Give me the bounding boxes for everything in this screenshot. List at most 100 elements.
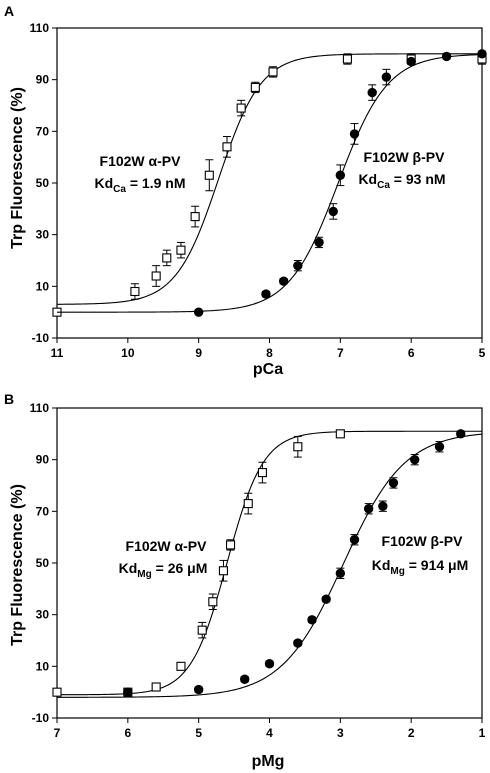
data-point-circle	[193, 684, 204, 695]
data-point-circle	[406, 56, 416, 67]
data-point-circle	[349, 129, 360, 139]
data-point-square	[335, 429, 345, 439]
annotation-alpha-name: F102W α-PV	[100, 153, 182, 169]
y-tick-label: 90	[36, 73, 50, 87]
panel-a-plot: -10 10 30 50 70 90 110 11 10 9 8 7 6 5	[30, 21, 487, 360]
data-point-circle	[434, 442, 445, 452]
data-point-circle	[367, 87, 377, 98]
x-tick-label: 9	[195, 346, 202, 360]
x-tick-label: 5	[479, 346, 486, 360]
data-point-square	[176, 245, 186, 255]
data-point-circle	[293, 638, 303, 648]
y-tick-label: 70	[36, 504, 50, 518]
panel-b-annotation-alpha: F102W α-PV KdMg = 26 μM	[119, 538, 208, 580]
panel-b-label: B	[4, 391, 14, 407]
data-point-circle	[335, 170, 346, 180]
x-tick-label: 10	[121, 346, 135, 360]
data-point-circle	[388, 478, 399, 488]
y-tick-label: 110	[30, 21, 50, 35]
panel-b-ylabel: Trp Fluorescence (%)	[9, 484, 26, 646]
annotation-alpha-kd: KdCa = 1.9 nM	[95, 175, 186, 195]
data-point-circle	[456, 429, 466, 439]
x-tick-label: 7	[337, 346, 344, 360]
data-point-circle	[328, 206, 338, 217]
y-tick-label: -10	[32, 711, 50, 725]
annotation-beta-kd: KdMg = 914 μM	[372, 557, 469, 577]
annotation-alpha-kd: KdMg = 26 μM	[119, 560, 208, 580]
y-tick-label: 50	[36, 556, 50, 570]
data-point-square	[52, 687, 62, 697]
data-point-square	[151, 682, 161, 692]
data-point-circle	[314, 237, 324, 248]
data-point-square	[208, 597, 218, 607]
data-point-square	[218, 566, 229, 576]
x-tick-label: 3	[337, 726, 344, 740]
x-tick-label: 6	[408, 346, 415, 360]
data-point-circle	[321, 594, 331, 604]
data-point-square	[236, 103, 246, 113]
data-point-square	[243, 499, 253, 509]
y-tick-label: 10	[36, 279, 50, 293]
data-point-square	[222, 142, 232, 152]
annotation-beta-name: F102W β-PV	[382, 533, 464, 549]
y-tick-label: 70	[36, 124, 50, 138]
panel-b-annotation-beta: F102W β-PV KdMg = 914 μM	[372, 533, 469, 577]
data-point-circle	[363, 504, 374, 514]
y-tick-label: 30	[36, 608, 50, 622]
data-point-square	[190, 212, 200, 222]
data-point-square	[342, 54, 352, 64]
x-tick-label: 7	[54, 726, 61, 740]
panel-a-annotation-alpha: F102W α-PV KdCa = 1.9 nM	[95, 153, 186, 195]
panel-a: A Trp Fluorescence (%) pCa -10 10 30 50 70 90…	[4, 3, 487, 378]
panel-a-label: A	[4, 3, 14, 19]
y-tick-label: -10	[32, 331, 50, 345]
data-point-circle	[441, 51, 452, 62]
x-tick-label: 6	[124, 726, 131, 740]
data-point-circle	[477, 49, 487, 59]
data-point-circle	[378, 501, 388, 511]
data-point-circle	[261, 289, 271, 299]
data-point-square	[225, 540, 236, 550]
x-tick-label: 8	[266, 346, 273, 360]
data-point-circle	[335, 568, 346, 579]
y-tick-label: 10	[36, 659, 50, 673]
annotation-alpha-name: F102W α-PV	[126, 538, 208, 554]
data-point-square	[250, 82, 260, 92]
fit-curve	[57, 54, 482, 313]
data-point-square	[268, 67, 278, 77]
data-point-square	[197, 625, 207, 635]
data-point-square	[162, 253, 172, 263]
y-tick-label: 90	[36, 453, 50, 467]
data-point-circle	[123, 687, 133, 697]
data-point-square	[293, 442, 303, 452]
annotation-beta-name: F102W β-PV	[364, 149, 446, 165]
y-tick-label: 50	[36, 176, 50, 190]
data-point-square	[204, 170, 214, 180]
data-point-circle	[293, 260, 303, 271]
panel-b-plot: -10 10 30 50 70 90 110 7 6 5 4 3 2 1	[30, 401, 486, 740]
x-tick-label: 4	[266, 726, 273, 740]
x-tick-label: 5	[195, 726, 202, 740]
panel-a-annotation-beta: F102W β-PV KdCa = 93 nM	[358, 149, 445, 191]
data-point-circle	[349, 535, 360, 545]
x-tick-label: 1	[479, 726, 486, 740]
panel-a-xlabel: pCa	[253, 361, 283, 378]
data-point-circle	[410, 454, 420, 465]
x-tick-label: 2	[408, 726, 415, 740]
data-point-circle	[240, 674, 250, 684]
data-point-square	[130, 286, 140, 297]
data-point-circle	[278, 276, 289, 286]
data-point-square	[151, 271, 161, 281]
data-point-square	[257, 468, 267, 478]
data-point-square	[176, 661, 186, 671]
data-point-circle	[307, 615, 317, 625]
panel-b: B Trp Fluorescence (%) pMg -10 10 30 50 70 90…	[4, 391, 486, 770]
panel-a-ylabel: Trp Fluorescence (%)	[9, 87, 26, 249]
data-point-circle	[264, 659, 275, 669]
y-tick-label: 30	[36, 228, 50, 242]
data-point-circle	[193, 307, 204, 317]
y-tick-label: 110	[30, 401, 50, 415]
x-tick-label: 11	[51, 346, 64, 360]
data-point-circle	[381, 72, 392, 82]
